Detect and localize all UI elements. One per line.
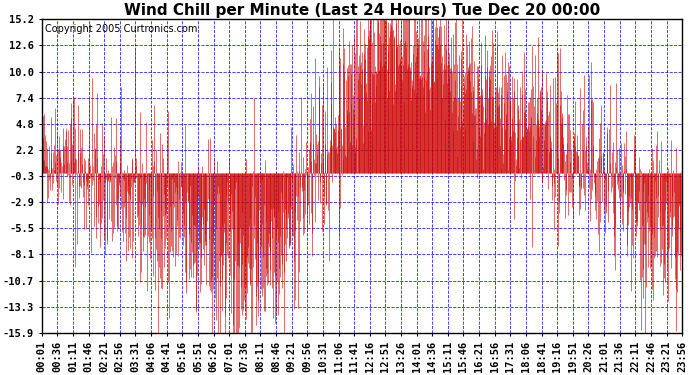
Title: Wind Chill per Minute (Last 24 Hours) Tue Dec 20 00:00: Wind Chill per Minute (Last 24 Hours) Tu… bbox=[124, 3, 600, 18]
Text: Copyright 2005 Curtronics.com: Copyright 2005 Curtronics.com bbox=[45, 24, 197, 34]
